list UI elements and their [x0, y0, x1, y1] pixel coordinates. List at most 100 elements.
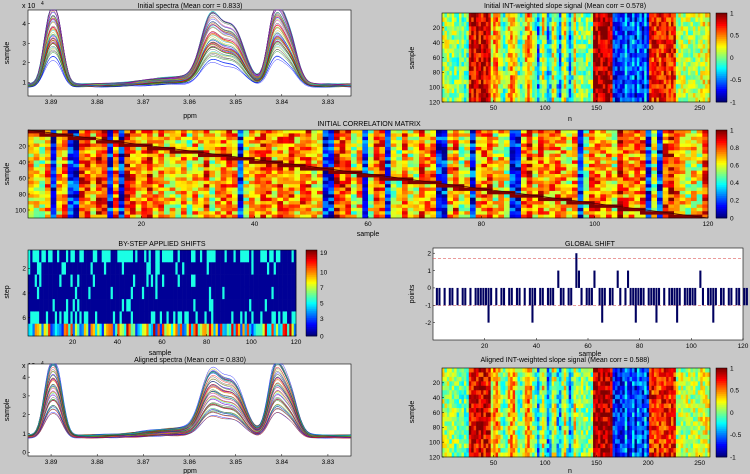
heat-cell [464, 153, 471, 158]
heat-cell [441, 167, 448, 171]
heat-cell [419, 170, 425, 175]
heat-cell [249, 143, 255, 148]
colorbar-step [716, 66, 727, 70]
heat-cell [583, 211, 590, 215]
heat-cell [473, 30, 477, 36]
heat-cell [449, 61, 453, 67]
heat-cell [578, 26, 582, 32]
heat-cell [488, 48, 492, 54]
heat-cell [515, 30, 518, 36]
heat-cell [485, 53, 489, 58]
heat-cell [568, 88, 572, 94]
heat-cell [517, 70, 521, 76]
heat-cell [334, 214, 340, 219]
xtick-label: 250 [694, 105, 705, 112]
heat-cell [651, 93, 655, 98]
heat-cell [475, 143, 482, 148]
heat-cell [135, 177, 142, 182]
heat-cell [141, 163, 148, 168]
heat-cell [461, 35, 465, 40]
heat-cell [345, 190, 352, 195]
heat-cell [294, 136, 301, 141]
heat-cell [549, 201, 556, 205]
heat-cell [283, 184, 289, 188]
heat-cell [510, 66, 513, 72]
heat-cell [446, 97, 450, 103]
heat-cell [373, 157, 380, 161]
heat-cell [226, 150, 233, 154]
heat-cell [101, 153, 108, 158]
heat-cell [658, 17, 662, 23]
heat-cell [339, 190, 346, 195]
heat-cell [96, 160, 102, 165]
heat-cell [402, 177, 408, 182]
heat-cell [605, 66, 608, 72]
heat-cell [118, 150, 125, 154]
heat-cell [164, 207, 170, 212]
heat-cell [243, 136, 250, 141]
heat-cell [612, 26, 616, 32]
heat-cell [396, 177, 403, 182]
heat-cell [490, 35, 494, 40]
heat-cell [617, 93, 621, 98]
colorbar-step [716, 59, 727, 62]
heat-cell [683, 66, 686, 72]
heat-cell [502, 79, 506, 85]
heat-cell [697, 53, 701, 58]
heat-cell [641, 93, 645, 98]
heat-cell [135, 140, 142, 144]
heat-cell [373, 163, 380, 168]
heat-cell [671, 57, 674, 63]
heat-cell [33, 133, 40, 138]
heat-cell [493, 84, 496, 89]
heat-cell [544, 93, 548, 98]
heat-cell [700, 26, 703, 32]
heat-cell [96, 130, 102, 134]
heat-cell [288, 140, 295, 144]
heat-cell [124, 211, 131, 215]
heat-cell [490, 79, 494, 85]
heat-cell [485, 13, 489, 18]
heat-cell [471, 48, 474, 54]
heat-cell [627, 70, 630, 76]
heat-cell [459, 97, 462, 103]
heat-cell [466, 53, 470, 58]
heat-cell [627, 75, 630, 81]
heat-cell [512, 17, 516, 23]
heat-cell [532, 130, 539, 134]
heat-cell [39, 167, 46, 171]
heat-cell [50, 214, 57, 219]
heat-cell [707, 93, 711, 98]
heat-cell [141, 136, 148, 141]
heat-cell [419, 136, 425, 141]
colorbar-step [716, 20, 727, 23]
heat-cell [556, 13, 560, 18]
heat-cell [692, 84, 696, 89]
heat-cell [614, 88, 618, 94]
heat-cell [532, 180, 539, 185]
heat-cell [556, 53, 560, 58]
heat-cell [186, 163, 193, 168]
heat-cell [663, 44, 667, 49]
heat-cell [505, 48, 509, 54]
heat-cell [646, 61, 650, 67]
heat-cell [595, 48, 599, 54]
heat-cell [646, 70, 650, 76]
heat-cell [271, 214, 278, 219]
heat-cell [522, 44, 526, 49]
heat-cell [560, 140, 567, 144]
heat-cell [441, 190, 448, 195]
heat-cell [658, 13, 662, 18]
heat-cell [181, 136, 187, 141]
heat-cell [705, 84, 708, 89]
heat-cell [600, 21, 604, 27]
heat-cell [226, 130, 233, 134]
heat-cell [50, 204, 57, 209]
heat-cell [373, 140, 380, 144]
heat-cell [590, 21, 594, 27]
heat-cell [653, 66, 657, 72]
heat-cell [481, 170, 488, 175]
heat-cell [130, 157, 136, 161]
heat-cell [585, 53, 589, 58]
heat-cell [288, 177, 295, 182]
